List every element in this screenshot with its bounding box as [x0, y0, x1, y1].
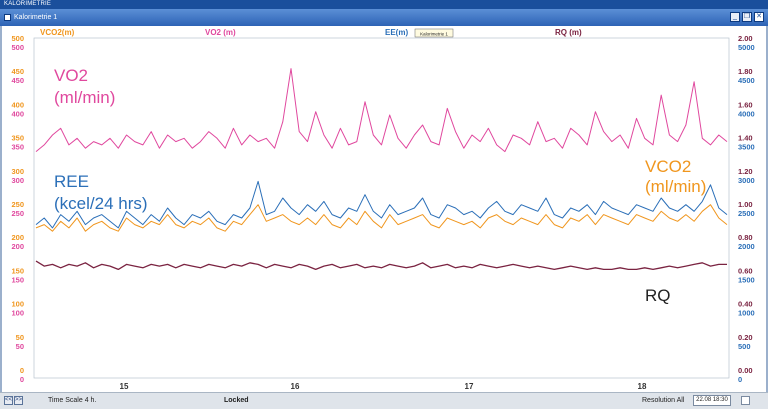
y-tick-rq: 1.80	[738, 67, 753, 76]
header-label-rq: RQ (m)	[555, 28, 582, 37]
y-tick-vo2: 50	[16, 342, 24, 351]
chart-svg: VCO2(m) VO2 (m) EE(m) RQ (m) Kalorimetri…	[11, 28, 754, 391]
y-tick-vo2: 400	[11, 109, 24, 118]
window-controls: _ ❐ ✕	[730, 12, 764, 22]
x-tick-label: 15	[120, 382, 129, 391]
series-ee	[35, 180, 728, 229]
header-label-vo2: VO2 (m)	[205, 28, 236, 37]
annotation-ree-unit: (kcel/24 hrs)	[54, 194, 148, 213]
series-layer	[35, 68, 728, 271]
series-vco2	[35, 204, 728, 232]
locked-label[interactable]: Locked	[224, 397, 249, 404]
y-tick-vo2: 150	[11, 275, 24, 284]
axis-ticks: 5004504003503002502001501005005004504003…	[11, 34, 754, 391]
document-icon	[4, 14, 11, 21]
status-square-button[interactable]	[741, 396, 750, 405]
x-tick-label: 18	[638, 382, 647, 391]
y-tick-vco2: 50	[16, 333, 24, 342]
nav-next-button[interactable]: >>	[14, 396, 23, 405]
y-tick-ee: 2500	[738, 209, 755, 218]
y-tick-vco2: 200	[11, 233, 24, 242]
y-tick-ee: 4500	[738, 76, 755, 85]
y-tick-vco2: 450	[11, 67, 24, 76]
nav-prev-button[interactable]: <<	[4, 396, 13, 405]
annotation-ree-name: REE	[54, 172, 89, 191]
resolution-label[interactable]: Resolution All	[642, 397, 685, 404]
y-tick-ee: 1500	[738, 275, 755, 284]
tooltip-label: Kalorimetrie 1	[420, 32, 448, 37]
y-tick-vco2: 350	[11, 134, 24, 143]
y-tick-vco2: 300	[11, 167, 24, 176]
annotation-vco2-unit: (ml/min)	[645, 177, 706, 196]
y-tick-vco2: 250	[11, 200, 24, 209]
y-tick-rq: 0.40	[738, 300, 753, 309]
time-scale-label[interactable]: Time Scale 4 h.	[48, 397, 97, 404]
annotation-rq: RQ	[645, 286, 671, 305]
y-tick-vco2: 500	[11, 34, 24, 43]
y-tick-rq: 1.40	[738, 134, 753, 143]
header-label-vco2: VCO2(m)	[40, 28, 75, 37]
document-titlebar: Kalorimetrie 1 _ ❐ ✕	[0, 9, 768, 26]
y-tick-ee: 500	[738, 342, 751, 351]
y-tick-rq: 0.80	[738, 233, 753, 242]
x-tick-label: 17	[465, 382, 474, 391]
series-vo2	[35, 68, 728, 153]
minimize-icon[interactable]: _	[730, 12, 740, 22]
y-tick-rq: 0.20	[738, 333, 753, 342]
y-tick-vo2: 500	[11, 43, 24, 52]
y-tick-rq: 0.00	[738, 366, 753, 375]
y-tick-rq: 1.20	[738, 167, 753, 176]
x-tick-label: 16	[291, 382, 300, 391]
y-tick-vo2: 100	[11, 309, 24, 318]
datetime-field[interactable]: 22.08 18:30	[693, 395, 731, 406]
y-tick-vco2: 150	[11, 266, 24, 275]
y-tick-vo2: 250	[11, 209, 24, 218]
y-tick-vo2: 450	[11, 76, 24, 85]
y-tick-vco2: 0	[20, 366, 24, 375]
y-tick-rq: 1.00	[738, 200, 753, 209]
y-tick-ee: 4000	[738, 109, 755, 118]
restore-icon[interactable]: ❐	[742, 12, 752, 22]
annotation-vo2-unit: (ml/min)	[54, 88, 115, 107]
tooltip-box	[414, 28, 454, 38]
plot-area	[33, 37, 730, 379]
y-tick-rq: 0.60	[738, 266, 753, 275]
y-tick-ee: 0	[738, 375, 742, 384]
y-tick-ee: 3000	[738, 176, 755, 185]
y-tick-ee: 1000	[738, 309, 755, 318]
annotation-vo2-name: VO2	[54, 66, 88, 85]
document-title: Kalorimetrie 1	[14, 14, 58, 21]
y-tick-rq: 1.60	[738, 100, 753, 109]
y-tick-vo2: 200	[11, 242, 24, 251]
series-rq	[35, 260, 727, 271]
app-titlebar: KALORIMETRIE	[0, 0, 768, 9]
chart-area[interactable]: VCO2(m) VO2 (m) EE(m) RQ (m) Kalorimetri…	[0, 26, 768, 392]
y-tick-vco2: 100	[11, 300, 24, 309]
y-tick-ee: 2000	[738, 242, 755, 251]
y-tick-vo2: 300	[11, 176, 24, 185]
y-tick-vo2: 350	[11, 143, 24, 152]
status-bar: << >> Time Scale 4 h. Locked Resolution …	[0, 392, 768, 409]
y-tick-vo2: 0	[20, 375, 24, 384]
header-label-ee: EE(m)	[385, 28, 408, 37]
y-tick-ee: 3500	[738, 143, 755, 152]
y-tick-vco2: 400	[11, 100, 24, 109]
y-tick-ee: 5000	[738, 43, 755, 52]
close-icon[interactable]: ✕	[754, 12, 764, 22]
annotation-vco2-name: VCO2	[645, 157, 691, 176]
app-title: KALORIMETRIE	[4, 1, 52, 7]
y-tick-rq: 2.00	[738, 34, 753, 43]
